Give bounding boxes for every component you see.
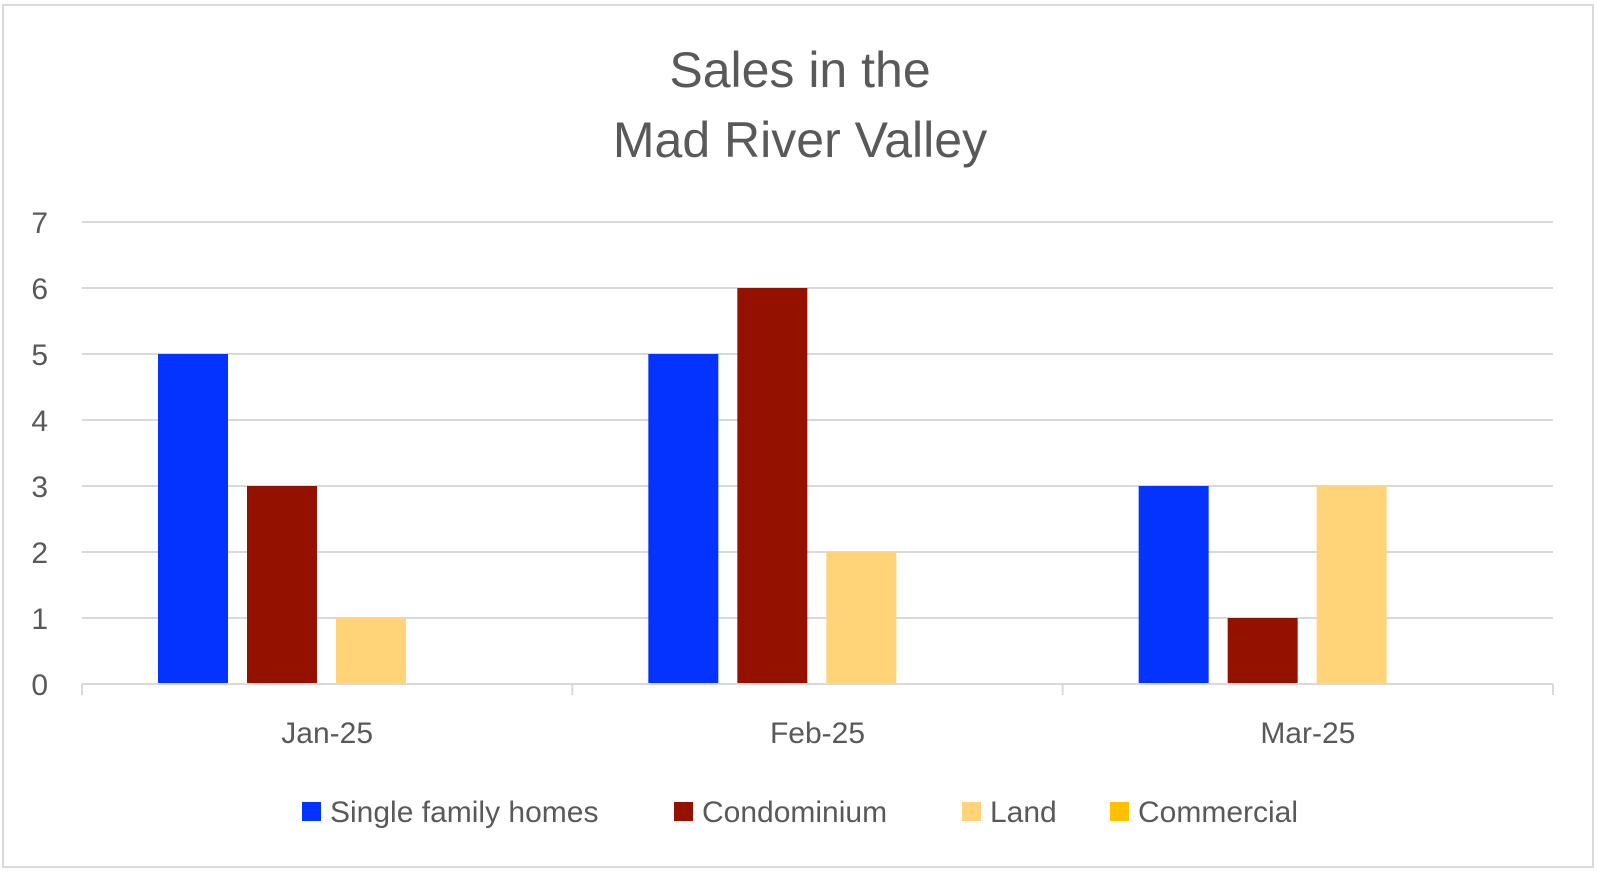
y-tick-label: 7 — [31, 207, 48, 240]
legend-label: Condominium — [702, 796, 887, 829]
bar — [1316, 486, 1387, 684]
legend-label: Commercial — [1138, 796, 1298, 829]
x-category-label: Feb-25 — [770, 717, 865, 750]
bar — [737, 288, 808, 684]
chart-title-line-1: Sales in the — [669, 42, 930, 98]
y-tick-label: 0 — [31, 669, 48, 702]
y-tick-label: 1 — [31, 603, 48, 636]
bar — [1138, 486, 1209, 684]
legend-swatch — [962, 802, 981, 821]
y-tick-label: 5 — [31, 339, 48, 372]
bar — [336, 618, 406, 684]
x-axis: Jan-25 Feb-25 Mar-25 — [81, 683, 1554, 750]
bar — [648, 354, 719, 684]
bars — [158, 288, 1387, 684]
bar — [826, 552, 897, 684]
x-category-label: Mar-25 — [1260, 717, 1355, 750]
legend: Single family homes Condominium Land Commer… — [302, 796, 1298, 829]
chart-title: Sales in the Mad River Valley — [613, 42, 987, 168]
legend-label: Land — [990, 796, 1057, 829]
legend-swatch — [674, 802, 693, 821]
x-category-label: Jan-25 — [281, 717, 373, 750]
y-tick-label: 6 — [31, 273, 48, 306]
legend-label: Single family homes — [330, 796, 598, 829]
legend-swatch — [1110, 802, 1129, 821]
bar — [1227, 618, 1298, 684]
bar — [158, 354, 228, 684]
y-tick-label: 3 — [31, 471, 48, 504]
y-axis-tick-labels: 0 1 2 3 4 5 6 7 — [31, 207, 48, 702]
legend-swatch — [302, 802, 321, 821]
y-tick-label: 2 — [31, 537, 48, 570]
bar — [247, 486, 317, 684]
y-tick-label: 4 — [31, 405, 48, 438]
chart-title-line-2: Mad River Valley — [613, 112, 987, 168]
